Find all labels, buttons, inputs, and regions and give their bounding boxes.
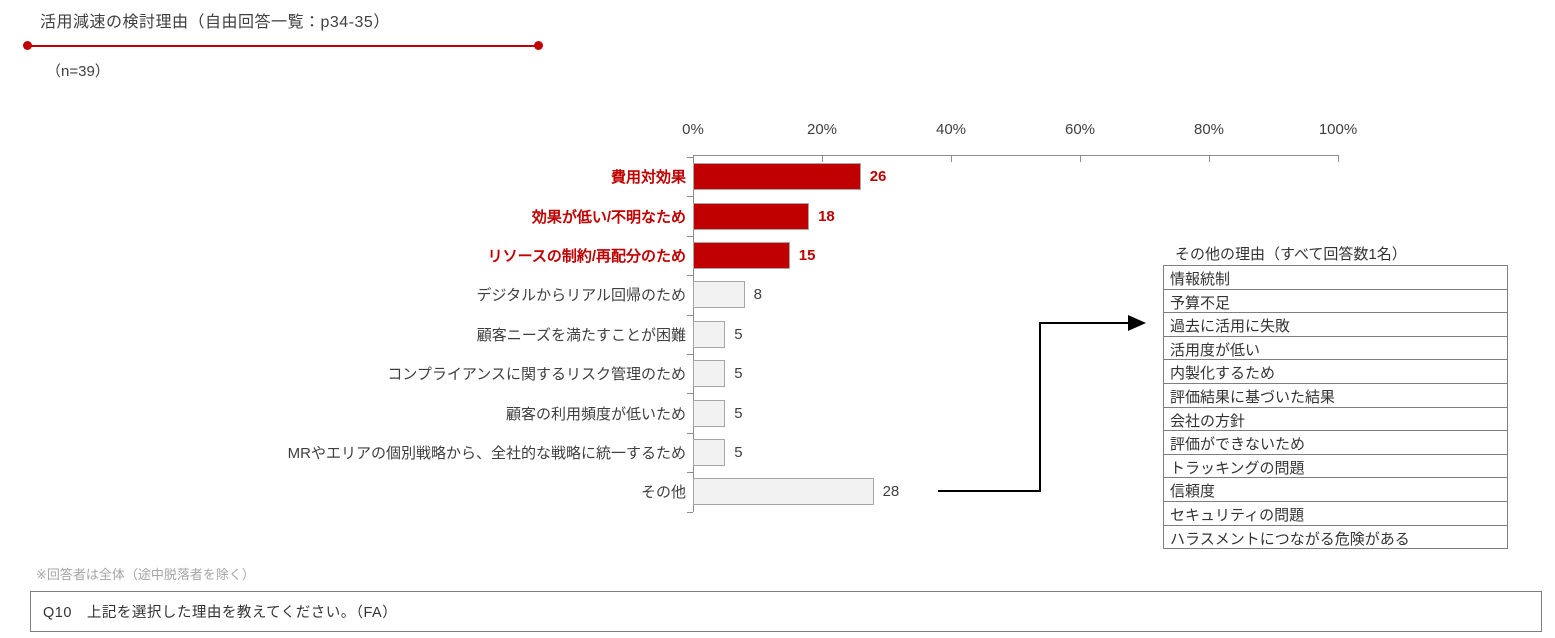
bar-value-label: 18 — [818, 207, 835, 225]
table-row: 活用度が低い — [1163, 335, 1508, 361]
bar-rows: 費用対効果 26 効果が低い/不明なため 18 リソースの制約/再配分のため 15 デジタル… — [0, 157, 1160, 512]
y-axis-tick — [687, 275, 693, 277]
bar-category-label: デジタルからリアル回帰のため — [476, 287, 686, 305]
bar-row: リソースの制約/再配分のため 15 — [0, 236, 1160, 275]
bar-value-label: 5 — [734, 365, 743, 383]
bar-row: 効果が低い/不明なため 18 — [0, 196, 1160, 235]
x-axis-line — [693, 155, 1339, 156]
x-axis-tick-label: 60% — [1064, 121, 1096, 138]
bar — [693, 399, 726, 427]
bar-value-label: 28 — [882, 483, 900, 501]
x-axis-tick — [693, 155, 694, 162]
bar-value-label: 15 — [798, 246, 816, 264]
x-axis-tick — [822, 155, 823, 162]
bar-row: 顧客の利用頻度が低いため 5 — [0, 393, 1160, 432]
connector-arrow — [938, 315, 1146, 492]
bar-category-label: その他 — [640, 484, 686, 502]
y-axis-tick — [687, 235, 693, 237]
x-axis-tick-label: 0% — [682, 121, 704, 138]
title-underline-dot-right — [534, 41, 543, 50]
bar — [693, 320, 726, 348]
x-axis-tick-label: 100% — [1318, 121, 1358, 138]
bar-category-label: MRやエリアの個別戦略から、全社的な戦略に統一するため — [287, 444, 686, 462]
table-row: 信頼度 — [1163, 477, 1508, 502]
table-row: 会社の方針 — [1163, 406, 1508, 432]
bar-category-label: 効果が低い/不明なため — [531, 208, 686, 226]
bar-row: コンプライアンスに関するリスク管理のため 5 — [0, 354, 1160, 393]
x-axis-tick — [951, 155, 952, 162]
other-reasons-table: 情報統制 予算不足 過去に活用に失敗 活用度が低い 内製化するため 評価結果に基づいた結果… — [1163, 265, 1508, 550]
y-axis-tick — [687, 511, 693, 513]
bar-row: MRやエリアの個別戦略から、全社的な戦略に統一するため 5 — [0, 433, 1160, 472]
bar-value-label: 26 — [869, 168, 887, 186]
table-row: 予算不足 — [1163, 288, 1508, 314]
bar-row: 費用対効果 26 — [0, 157, 1160, 196]
table-row: 評価ができないため — [1163, 430, 1508, 455]
bar — [693, 241, 790, 269]
bar — [693, 438, 726, 466]
table-row: 情報統制 — [1163, 265, 1508, 290]
table-row: 過去に活用に失敗 — [1163, 312, 1508, 337]
y-axis-tick — [687, 472, 693, 474]
bar-row: 顧客ニーズを満たすことが困難 5 — [0, 315, 1160, 354]
bar-value-label: 5 — [734, 443, 743, 461]
bar-value-label: 5 — [734, 404, 743, 422]
bar-chart: 0% 20% 40% 60% 80% 100% 費用対効果 26 効果が低い/不明なため 18 リ… — [0, 121, 1358, 513]
y-axis-tick — [687, 314, 693, 316]
table-row: セキュリティの問題 — [1163, 500, 1508, 526]
table-row: 内製化するため — [1163, 359, 1508, 384]
question-box: Q10 上記を選択した理由を教えてください。（FA） — [30, 591, 1542, 632]
y-axis-tick — [687, 432, 693, 434]
question-text: Q10 上記を選択した理由を教えてください。（FA） — [43, 605, 398, 621]
x-axis-tick — [1080, 155, 1081, 162]
title-underline-dot-left — [23, 41, 32, 50]
bar-category-label: リソースの制約/再配分のため — [487, 247, 686, 265]
y-axis-tick — [687, 157, 693, 158]
bar — [693, 360, 726, 388]
x-axis-tick-label: 20% — [806, 121, 838, 138]
y-axis-tick — [687, 354, 693, 355]
bar — [693, 163, 861, 191]
bar-value-label: 5 — [734, 325, 743, 343]
bar — [693, 202, 810, 230]
bar-category-label: 顧客の利用頻度が低いため — [505, 405, 686, 423]
footnote: ※回答者は全体（途中脱落者を除く） — [36, 567, 255, 582]
y-axis-tick — [687, 196, 693, 198]
y-axis-tick — [687, 393, 693, 395]
bar-category-label: コンプライアンスに関するリスク管理のため — [387, 366, 686, 384]
table-row: ハラスメントにつながる危険がある — [1163, 524, 1508, 550]
bar-row: デジタルからリアル回帰のため 8 — [0, 275, 1160, 314]
bar — [693, 281, 745, 309]
sample-size-label: （n=39） — [46, 63, 110, 80]
page-title: 活用減速の検討理由（自由回答一覧：p34-35） — [40, 14, 390, 31]
x-axis-tick-label: 40% — [935, 121, 967, 138]
bar-category-label: 顧客ニーズを満たすことが困難 — [476, 326, 686, 344]
bar — [693, 478, 874, 506]
x-axis-tick — [1209, 155, 1210, 162]
x-axis-tick — [1338, 155, 1339, 162]
bar-value-label: 8 — [753, 286, 762, 304]
table-row: トラッキングの問題 — [1163, 453, 1508, 479]
bar-row: その他 28 — [0, 472, 1160, 511]
x-axis-tick-label: 80% — [1193, 121, 1225, 138]
table-row: 評価結果に基づいた結果 — [1163, 382, 1508, 408]
bar-category-label: 費用対効果 — [610, 169, 686, 187]
title-underline — [28, 45, 538, 47]
other-table-title: その他の理由（すべて回答数1名） — [1175, 246, 1407, 263]
